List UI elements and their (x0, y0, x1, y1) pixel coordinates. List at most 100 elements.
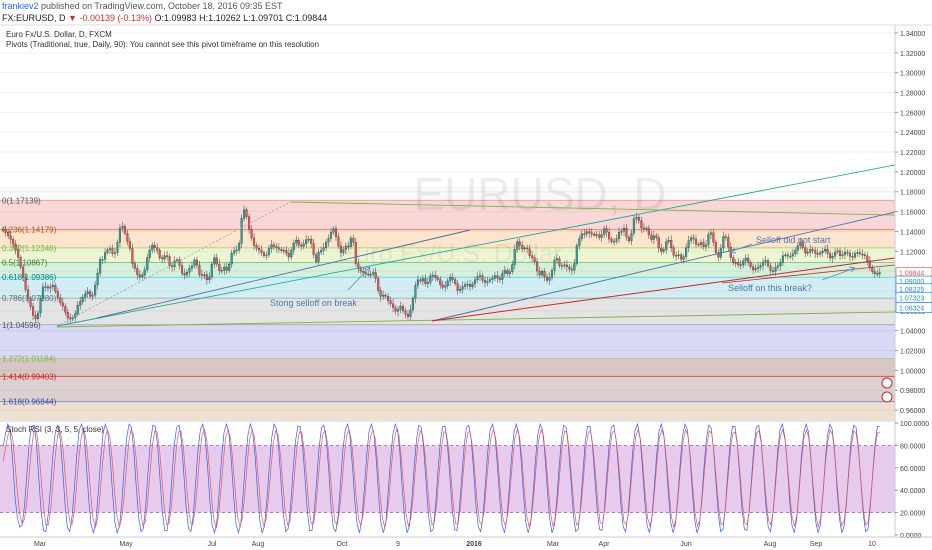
stoch-axis[interactable]: 100.000080.000060.000040.000020.00000.00… (895, 421, 929, 540)
author-link[interactable]: frankiev2 (2, 1, 39, 11)
candle-body (456, 283, 459, 291)
candle-body (230, 252, 233, 265)
candle-body (421, 278, 424, 282)
candle-body (846, 251, 849, 254)
candle-body (441, 284, 444, 288)
candle-body (401, 305, 405, 312)
candle-body (642, 227, 645, 230)
candle-body (762, 261, 765, 266)
candle-body (476, 276, 479, 281)
candle-body (188, 268, 191, 273)
candle-body (310, 238, 313, 244)
fib-level-label: 1(1.04596) (2, 321, 41, 330)
candle-body (158, 250, 161, 258)
candle-body (801, 242, 804, 248)
y-tick-label: 1.32000 (900, 51, 925, 58)
candle-body (498, 277, 501, 280)
candle-body (655, 235, 658, 238)
candle-body (861, 253, 864, 256)
candle-body (528, 248, 531, 256)
rising-channel-lower[interactable] (96, 229, 471, 319)
candle-body (382, 294, 385, 297)
candle-body (853, 252, 856, 258)
fib-level-label: 0.5(1.10867) (2, 259, 48, 268)
candle-body (704, 244, 707, 247)
candle-body (76, 305, 79, 314)
candle-body (617, 232, 621, 239)
down-triangle-icon: ▼ (68, 13, 77, 23)
rising-trendline[interactable] (431, 211, 896, 322)
candle-body (871, 267, 874, 272)
candle-body (851, 256, 854, 258)
candle-body (620, 230, 623, 233)
candle-body (593, 233, 596, 236)
time-axis[interactable]: Mar May Jul Aug Oct 9 2016 Mar Apr Jun Aug Sep 10 (34, 541, 876, 548)
candle-body (610, 238, 613, 242)
candle-body (84, 293, 87, 298)
candle-body (185, 272, 189, 276)
stoch-rsi-pane (0, 422, 895, 535)
candle-body (51, 285, 54, 287)
candle-body (374, 272, 377, 279)
candle-body (193, 259, 196, 267)
base-support-line[interactable] (56, 311, 896, 328)
x-tick-label: Aug (764, 541, 777, 548)
candle-body (399, 305, 402, 310)
candle-body (724, 236, 727, 238)
ohlc-close: C:1.09844 (285, 13, 328, 23)
candle-body (339, 245, 342, 253)
descending-line-top[interactable] (289, 201, 896, 216)
price-axis[interactable]: 1.34000 1.32000 1.30000 1.28000 1.26000 1.240… (895, 31, 925, 415)
fib-level-label: 0(1.17139) (2, 196, 41, 205)
candle-body (203, 274, 206, 276)
candle-body (809, 249, 812, 253)
alert-icon[interactable] (881, 377, 893, 389)
candle-body (834, 251, 837, 257)
candle-body (126, 233, 129, 242)
candle-body (816, 253, 819, 255)
recent-support-line[interactable] (721, 264, 896, 284)
candle-body (156, 247, 159, 251)
candle-body (406, 314, 410, 317)
candle-body (752, 266, 755, 270)
fib-level-label: 1.414(0.99403) (2, 372, 57, 381)
candle-body (662, 249, 665, 252)
candle-body (536, 261, 539, 272)
candle-body (585, 231, 588, 235)
candle-body (605, 228, 608, 233)
candle-body (215, 257, 218, 265)
y-tick-label: 1.34000 (900, 31, 925, 38)
candle-body (784, 254, 787, 257)
x-tick-label: 9 (396, 541, 400, 548)
candle-body (600, 234, 603, 238)
candle-body (632, 218, 635, 234)
y-tick-label: 1.30000 (900, 71, 925, 78)
candle-body (789, 255, 792, 258)
candle-body (285, 249, 288, 254)
candle-body (660, 247, 663, 252)
candle-body (682, 256, 685, 260)
ohlc-open: O:1.09983 (154, 13, 197, 23)
candle-body (9, 235, 12, 240)
candle-body (429, 275, 432, 283)
candle-body (22, 266, 25, 278)
price-label: 1.09844 (899, 271, 924, 278)
candle-body (270, 244, 273, 249)
candle-body (379, 290, 382, 297)
candle-body (171, 265, 174, 267)
ohlc-high: H:1.10262 (199, 13, 241, 23)
rising-channel-upper[interactable] (56, 164, 896, 327)
alert-icon[interactable] (881, 391, 893, 403)
candle-body (280, 249, 283, 251)
support-trendline[interactable] (431, 257, 896, 322)
fib-band (0, 262, 895, 278)
candle-body (257, 248, 261, 251)
candle-body (290, 249, 293, 258)
candle-body (454, 279, 457, 284)
y-tick-label: 1.00000 (900, 368, 925, 375)
candle-body (86, 291, 89, 295)
candle-body (277, 247, 280, 250)
candle-body (31, 306, 35, 316)
candle-body (742, 260, 745, 266)
